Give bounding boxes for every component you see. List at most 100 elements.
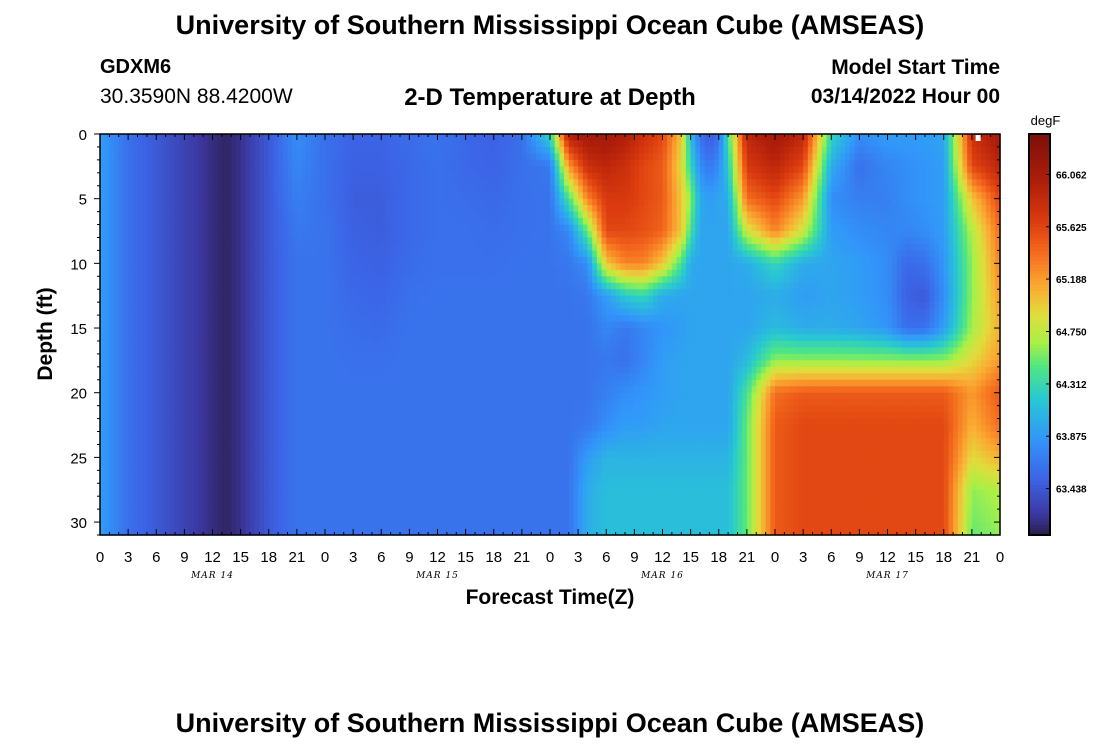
heatmap-cell — [240, 412, 246, 420]
heatmap-cell — [273, 483, 279, 491]
heatmap-cell — [207, 425, 214, 433]
heatmap-cell — [100, 373, 106, 381]
heatmap-cell — [362, 166, 368, 174]
heatmap-cell — [259, 211, 265, 219]
heatmap-cell — [357, 263, 364, 271]
heatmap-cell — [264, 392, 270, 400]
heatmap-cell — [310, 470, 317, 478]
heatmap-cell — [170, 360, 176, 368]
heatmap-cell — [423, 289, 429, 297]
heatmap-cell — [409, 399, 415, 407]
heatmap-cell — [142, 431, 148, 439]
heatmap-cell — [381, 483, 387, 491]
heatmap-cell — [189, 231, 195, 239]
heatmap-cell — [268, 243, 275, 252]
heatmap-cell — [254, 476, 260, 484]
heatmap-cell — [315, 340, 321, 349]
heatmap-cell — [428, 146, 434, 155]
heatmap-cell — [268, 146, 275, 155]
heatmap-cell — [465, 496, 471, 504]
heatmap-cell — [460, 340, 467, 349]
heatmap-cell — [339, 444, 345, 452]
heatmap-cell — [104, 250, 110, 258]
heatmap-cell — [170, 496, 176, 504]
heatmap-cell — [114, 328, 120, 336]
heatmap-cell — [320, 425, 326, 433]
heatmap-cell — [287, 392, 293, 400]
heatmap-cell — [100, 205, 106, 213]
heatmap-cell — [123, 282, 129, 290]
heatmap-cell — [264, 347, 270, 355]
heatmap-cell — [296, 263, 303, 271]
heatmap-cell — [334, 302, 340, 310]
heatmap-cell — [428, 166, 434, 174]
heatmap-cell — [423, 412, 429, 420]
heatmap-cell — [217, 457, 223, 465]
heatmap-cell — [292, 282, 298, 290]
heatmap-cell — [212, 347, 218, 355]
heatmap-cell — [432, 243, 439, 252]
heatmap-cell — [418, 483, 425, 491]
heatmap-cell — [442, 218, 448, 226]
heatmap-cell — [456, 159, 462, 167]
heatmap-cell — [353, 224, 359, 232]
heatmap-cell — [104, 159, 110, 167]
heatmap-cell — [179, 425, 185, 433]
heatmap-cell — [400, 418, 406, 426]
heatmap-cell — [198, 328, 204, 336]
heatmap-cell — [470, 418, 476, 426]
heatmap-cell — [456, 379, 462, 387]
heatmap-cell — [175, 211, 181, 219]
heatmap-cell — [264, 166, 270, 174]
heatmap-cell — [404, 437, 410, 446]
heatmap-cell — [376, 263, 382, 271]
heatmap-cell — [367, 166, 373, 174]
heatmap-cell — [456, 198, 462, 206]
heatmap-cell — [287, 198, 293, 206]
heatmap-cell — [423, 269, 429, 277]
heatmap-cell — [306, 340, 312, 349]
heatmap-cell — [100, 243, 106, 252]
heatmap-cell — [456, 321, 462, 329]
heatmap-cell — [184, 198, 190, 206]
heatmap-cell — [282, 328, 289, 336]
heatmap-cell — [160, 366, 167, 374]
heatmap-cell — [334, 276, 340, 284]
heatmap-cell — [414, 496, 420, 504]
heatmap-cell — [456, 256, 462, 264]
heatmap-cell — [348, 399, 354, 407]
heatmap-cell — [404, 276, 410, 284]
heatmap-cell — [221, 353, 228, 361]
heatmap-cell — [160, 308, 167, 316]
heatmap-cell — [362, 231, 368, 239]
heatmap-cell — [128, 243, 134, 252]
heatmap-cell — [320, 185, 326, 193]
heatmap-cell — [423, 302, 429, 310]
heatmap-cell — [245, 256, 251, 264]
heatmap-cell — [437, 211, 443, 219]
heatmap-cell — [268, 328, 275, 336]
heatmap-cell — [268, 211, 275, 219]
heatmap-cell — [339, 179, 345, 187]
heatmap-cell — [451, 476, 457, 484]
heatmap-cell — [109, 172, 115, 180]
heatmap-cell — [404, 457, 410, 465]
heatmap-cell — [273, 379, 279, 387]
heatmap-cell — [245, 379, 251, 387]
heatmap-cell — [184, 502, 190, 510]
heatmap-cell — [203, 437, 209, 446]
heatmap-cell — [250, 386, 256, 394]
heatmap-cell — [189, 276, 195, 284]
heatmap-cell — [301, 450, 307, 458]
heatmap-cell — [142, 483, 148, 491]
heatmap-cell — [390, 198, 396, 206]
heatmap-cell — [146, 386, 153, 394]
heatmap-cell — [151, 515, 157, 523]
heatmap-cell — [400, 450, 406, 458]
heatmap-cell — [287, 231, 293, 239]
heatmap-cell — [460, 282, 467, 290]
heatmap-cell — [334, 425, 340, 433]
heatmap-cell — [353, 386, 359, 394]
heatmap-cell — [175, 192, 181, 200]
heatmap-cell — [212, 172, 218, 180]
